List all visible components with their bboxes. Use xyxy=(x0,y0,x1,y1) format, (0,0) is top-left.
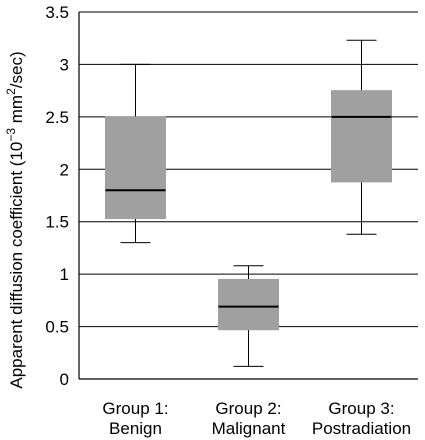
y-tick-label: 2.5 xyxy=(45,108,69,127)
x-category-label-line2: Postradiation xyxy=(312,419,411,438)
iqr-box xyxy=(105,116,166,220)
iqr-box xyxy=(218,278,279,331)
axes xyxy=(78,12,418,380)
iqr-box xyxy=(331,90,392,183)
y-axis-title-unit: mm xyxy=(7,95,26,128)
y-tick-label: 3 xyxy=(60,55,69,74)
y-tick-labels: 0 0.5 1 1.5 2 2.5 3 3.5 xyxy=(45,3,69,389)
x-category-label-line1: Group 2: xyxy=(215,399,281,418)
y-axis-title-exponent: −3 xyxy=(4,128,18,142)
y-axis-title-unit-exponent: 2 xyxy=(4,88,18,95)
y-tick-label: 1 xyxy=(60,265,69,284)
x-category-labels: Group 1:Benign Group 2:Malignant Group 3:P… xyxy=(102,399,411,438)
y-tick-label: 1.5 xyxy=(45,213,69,232)
y-tick-label: 3.5 xyxy=(45,3,69,22)
y-axis-title: Apparent diffusion coefficient (10−3 mm2… xyxy=(4,51,26,388)
x-category-label-line1: Group 1: xyxy=(102,399,168,418)
x-category-label-line2: Benign xyxy=(109,419,162,438)
y-tick-label: 0.5 xyxy=(45,318,69,337)
y-tick-label: 0 xyxy=(60,370,69,389)
x-category-label-line2: Malignant xyxy=(212,419,286,438)
x-category-label-line1: Group 3: xyxy=(328,399,394,418)
box-group xyxy=(105,63,166,244)
box-group xyxy=(218,265,279,367)
y-axis-title-suffix: /sec) xyxy=(7,51,26,88)
box-series xyxy=(105,39,392,367)
y-axis-title-main: Apparent diffusion coefficient (10 xyxy=(7,142,26,389)
box-group xyxy=(331,39,392,235)
y-tick-label: 2 xyxy=(60,160,69,179)
